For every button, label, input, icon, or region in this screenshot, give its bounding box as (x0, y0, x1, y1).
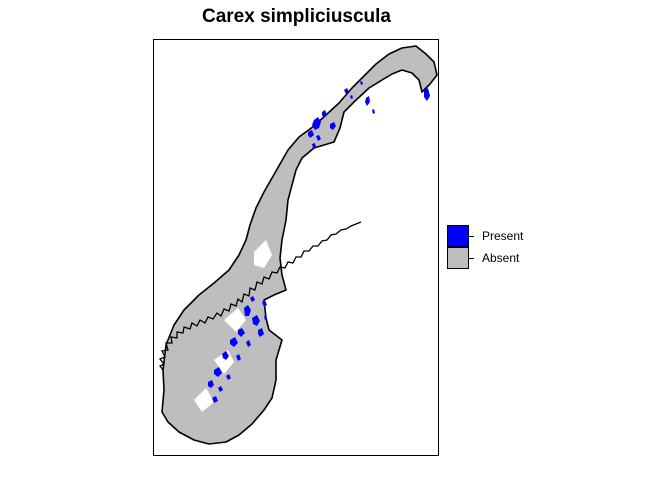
norway-outline (161, 45, 438, 445)
coastline-detail (158, 221, 362, 371)
legend-label-absent: Absent (482, 251, 520, 265)
legend-tick (469, 258, 474, 259)
legend-swatch-absent (447, 247, 469, 269)
legend-label-present: Present (482, 229, 524, 243)
map-title: Carex simpliciuscula (201, 6, 392, 27)
legend-swatch-present (447, 225, 469, 247)
presence-patches (208, 81, 430, 403)
legend-tick (469, 236, 474, 237)
norway-map (158, 45, 438, 445)
map-panel (153, 39, 439, 456)
